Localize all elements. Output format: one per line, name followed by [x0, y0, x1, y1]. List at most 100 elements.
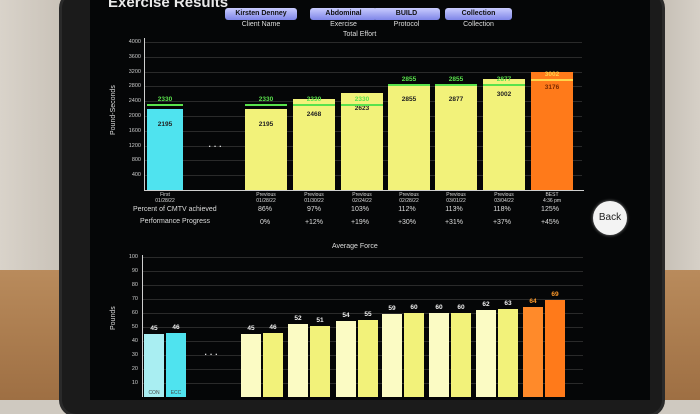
effort-target-label: 2330	[157, 95, 173, 103]
effort-value-label: 2195	[157, 120, 173, 128]
force-y-tick: 50	[131, 324, 138, 330]
force-bar-ecc	[451, 313, 471, 397]
force-bar-con	[429, 313, 449, 397]
effort-y-axis	[144, 38, 145, 190]
progress-cell: +30%	[397, 219, 417, 226]
force-value-label: 46	[172, 323, 180, 331]
force-value-label: 62	[482, 301, 490, 309]
effort-value-label: 2623	[354, 104, 370, 112]
effort-bar	[293, 98, 335, 190]
effort-y-tick: 1600	[128, 127, 141, 134]
effort-target-label: 2877	[496, 75, 512, 83]
force-y-tick: 100	[128, 254, 138, 260]
effort-y-tick: 2400	[128, 98, 141, 105]
effort-x-label: Previous	[494, 192, 514, 198]
protocol-button[interactable]: BUILD	[373, 8, 440, 20]
page-title: Exercise Results	[108, 0, 229, 11]
effort-target-label: 2855	[448, 76, 464, 84]
force-bar-con	[241, 334, 261, 397]
percent-cell: 118%	[493, 206, 511, 213]
monitor-screen: Exercise Results Kirsten Denney Client N…	[90, 0, 650, 400]
progress-cell: +19%	[350, 219, 370, 226]
force-gridline	[143, 313, 583, 314]
force-value-label: 52	[294, 315, 302, 323]
force-y-tick: 40	[131, 338, 138, 344]
progress-cell: +12%	[304, 219, 324, 226]
effort-value-label: 2195	[258, 120, 274, 128]
force-bar-con	[382, 314, 402, 397]
collection-button[interactable]: Collection	[445, 8, 512, 20]
percent-row-label: Percent of CMTV achieved	[133, 206, 217, 213]
percent-cell: 113%	[445, 206, 463, 213]
effort-x-date: 02/28/22	[399, 198, 419, 204]
effort-x-label: Previous	[304, 192, 324, 198]
effort-target-line	[531, 78, 573, 81]
force-value-label: 55	[364, 311, 372, 318]
effort-x-date: 02/24/22	[352, 198, 372, 204]
exercise-button[interactable]: Abdominal	[310, 8, 377, 20]
effort-target-label: 2330	[354, 95, 370, 103]
force-y-tick: 80	[131, 282, 138, 288]
force-value-label: 45	[247, 325, 255, 332]
client-name-button[interactable]: Kirsten Denney	[225, 8, 297, 20]
effort-x-axis	[144, 190, 584, 191]
effort-target-line	[245, 103, 287, 106]
force-bar-ecc	[310, 325, 330, 397]
effort-target-line	[147, 103, 183, 106]
force-value-label: 46	[269, 323, 277, 331]
back-button[interactable]: Back	[593, 201, 627, 235]
effort-y-tick: 4000	[128, 39, 141, 45]
effort-x-label: Previous	[399, 192, 419, 198]
force-y-tick: 90	[131, 268, 138, 274]
effort-y-tick: 2800	[128, 83, 141, 90]
effort-x-date: 03/01/22	[446, 198, 466, 204]
percent-cell: 112%	[398, 206, 416, 213]
average-force-title: Average Force	[332, 243, 378, 250]
force-value-label: 60	[435, 304, 443, 311]
effort-y-tick: 1200	[128, 142, 141, 149]
effort-target-line	[341, 103, 383, 106]
effort-bar	[341, 92, 383, 190]
effort-target-line	[483, 83, 525, 86]
effort-x-label: Previous	[256, 192, 276, 198]
force-bar-con	[476, 310, 496, 397]
effort-y-tick: 3200	[128, 68, 141, 75]
effort-x-label: Previous	[352, 192, 372, 198]
force-value-label: 54	[342, 312, 350, 320]
force-con-label: CON	[148, 390, 160, 396]
effort-gridline	[145, 71, 582, 73]
force-bar-ecc	[404, 313, 424, 397]
effort-x-label: Previous	[446, 192, 466, 198]
force-bar-con	[144, 334, 164, 397]
force-value-label: 60	[410, 304, 418, 311]
effort-bar	[147, 108, 183, 190]
effort-value-label: 2877	[448, 95, 464, 103]
force-bar-ecc	[263, 332, 283, 397]
effort-bar	[483, 78, 525, 190]
effort-target-label: 3002	[544, 70, 560, 78]
effort-bar	[435, 83, 477, 190]
force-value-label: 45	[150, 325, 158, 332]
progress-cell: +45%	[540, 219, 560, 226]
percent-cell: 125%	[541, 206, 559, 213]
exercise-caption: Exercise	[330, 21, 357, 28]
effort-target-line	[388, 84, 430, 87]
effort-value-label: 3176	[544, 84, 560, 92]
force-bar-ecc	[358, 320, 378, 397]
effort-x-date: 01/28/22	[256, 198, 276, 204]
effort-bar	[531, 72, 573, 190]
force-y-tick: 70	[131, 296, 138, 302]
force-ellipsis: ...	[204, 344, 221, 358]
total-effort-ylabel: Pound-Seconds	[110, 85, 117, 135]
progress-row-label: Performance Progress	[140, 218, 211, 225]
force-bar-ecc	[166, 332, 186, 397]
progress-cell: 0%	[259, 219, 271, 226]
percent-cell: 86%	[257, 206, 272, 213]
effort-x-date: 01/30/22	[304, 198, 324, 204]
effort-gridline	[145, 56, 582, 58]
effort-target-label: 2330	[258, 95, 274, 103]
force-value-label: 59	[388, 305, 396, 313]
force-gridline	[143, 257, 583, 258]
force-gridline	[143, 285, 583, 286]
effort-value-label: 3002	[496, 90, 512, 98]
